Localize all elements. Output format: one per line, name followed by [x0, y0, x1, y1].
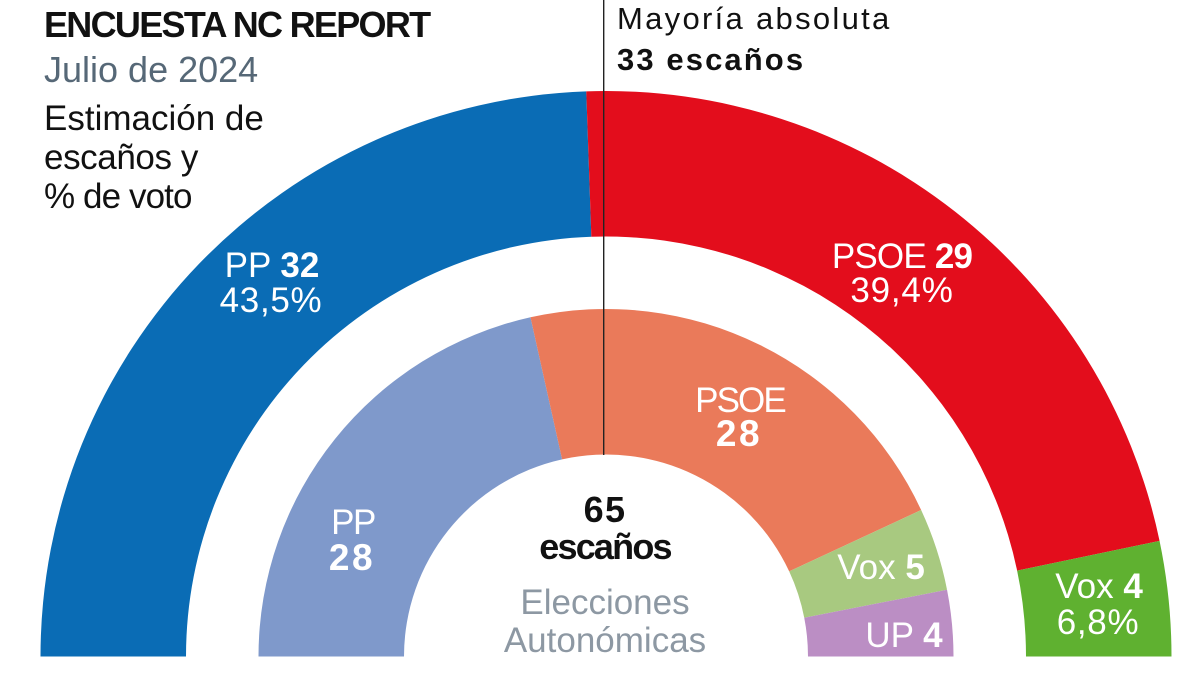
svg-text:escaños y: escaños y [44, 138, 199, 177]
svg-text:Vox 5: Vox 5 [837, 548, 925, 587]
svg-text:Mayoría absoluta: Mayoría absoluta [617, 1, 892, 36]
svg-text:UP 4: UP 4 [865, 616, 943, 655]
svg-text:Autonómicas: Autonómicas [504, 621, 706, 660]
svg-text:PSOE: PSOE [695, 381, 785, 420]
svg-text:28: 28 [329, 537, 375, 578]
svg-text:escaños: escaños [539, 526, 671, 567]
svg-text:65: 65 [584, 489, 627, 530]
svg-text:Elecciones: Elecciones [520, 583, 689, 622]
svg-text:PP: PP [331, 503, 375, 542]
svg-text:% de voto: % de voto [44, 177, 192, 216]
svg-text:PSOE 29: PSOE 29 [832, 237, 973, 276]
svg-text:Estimación de: Estimación de [44, 99, 264, 138]
svg-text:6,8%: 6,8% [1057, 603, 1140, 642]
svg-text:Julio de 2024: Julio de 2024 [44, 49, 258, 90]
svg-text:Vox 4: Vox 4 [1055, 567, 1143, 606]
svg-text:43,5%: 43,5% [220, 281, 323, 320]
svg-text:PP 32: PP 32 [225, 246, 320, 285]
svg-text:33 escaños: 33 escaños [617, 42, 805, 77]
svg-text:28: 28 [716, 413, 762, 454]
svg-text:39,4%: 39,4% [850, 271, 953, 310]
svg-text:ENCUESTA NC REPORT: ENCUESTA NC REPORT [44, 4, 431, 45]
